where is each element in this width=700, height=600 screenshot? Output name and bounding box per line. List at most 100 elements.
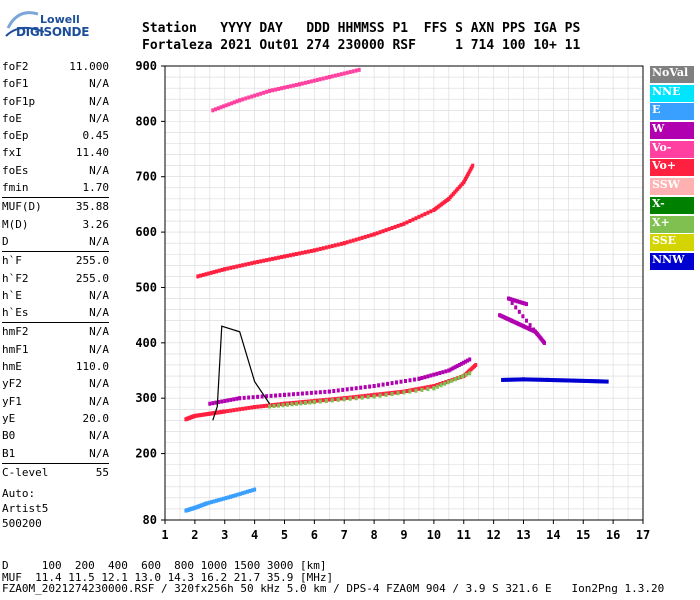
trace-point bbox=[577, 378, 581, 383]
param-value: 20.0 bbox=[82, 411, 110, 425]
footer-file-row: FZA0M_2021274230000.RSF / 320fx256h 50 k… bbox=[2, 582, 665, 595]
trace-point bbox=[236, 492, 240, 497]
trace-point bbox=[277, 86, 281, 91]
trace-point bbox=[503, 377, 507, 382]
trace-point bbox=[207, 500, 211, 505]
trace-point bbox=[285, 84, 289, 89]
param-label: fmin bbox=[2, 181, 29, 195]
trace-point bbox=[321, 76, 325, 81]
trace-point bbox=[393, 224, 397, 229]
trace-point bbox=[529, 377, 533, 382]
trace-point bbox=[459, 361, 463, 366]
trace-point bbox=[241, 97, 245, 102]
trace-point bbox=[543, 377, 547, 382]
trace-point bbox=[566, 378, 570, 383]
trace-point bbox=[312, 78, 316, 83]
trace-point bbox=[309, 248, 313, 253]
trace-point bbox=[366, 234, 370, 239]
trace-point bbox=[315, 77, 319, 82]
param-value: N/A bbox=[89, 288, 109, 302]
trace-point bbox=[363, 385, 367, 390]
trace-point bbox=[575, 378, 579, 383]
trace-point bbox=[446, 380, 450, 385]
param-label: C-level bbox=[2, 465, 49, 479]
trace-point bbox=[439, 383, 443, 388]
param-label: fxI bbox=[2, 146, 22, 160]
param-value: N/A bbox=[89, 111, 109, 125]
legend-item: NNW bbox=[650, 252, 694, 270]
trace-point bbox=[339, 396, 343, 401]
trace-point bbox=[516, 299, 520, 304]
trace-point bbox=[369, 233, 373, 238]
trace-point bbox=[393, 390, 397, 395]
param-row: foE N/A bbox=[2, 110, 109, 127]
trace-point bbox=[354, 396, 358, 401]
trace-point bbox=[402, 390, 406, 395]
trace-point bbox=[303, 250, 307, 255]
trace-point bbox=[560, 378, 564, 383]
y-tick-label: 200 bbox=[135, 447, 157, 461]
trace-point bbox=[348, 396, 352, 401]
trace-point bbox=[219, 497, 223, 502]
trace-point bbox=[536, 377, 540, 382]
trace-point bbox=[339, 241, 343, 246]
trace-point bbox=[308, 400, 312, 405]
trace-point bbox=[287, 392, 291, 397]
trace-point bbox=[408, 219, 412, 224]
trace-point bbox=[369, 393, 373, 398]
x-tick-label: 11 bbox=[457, 528, 471, 542]
trace-point bbox=[265, 403, 269, 408]
trace-point bbox=[226, 398, 230, 403]
param-value: 11.000 bbox=[69, 60, 109, 73]
trace-point bbox=[300, 250, 304, 255]
param-value: N/A bbox=[89, 342, 109, 356]
trace-point bbox=[283, 392, 286, 397]
trace-point bbox=[387, 391, 391, 396]
trace-point bbox=[274, 87, 278, 92]
trace-point bbox=[414, 388, 418, 393]
trace-point bbox=[441, 381, 445, 386]
param-row: fxI 11.40 bbox=[2, 144, 109, 161]
trace-point bbox=[542, 340, 546, 345]
trace-point bbox=[405, 388, 409, 393]
trace-point bbox=[524, 377, 528, 382]
param-row: foF1p N/A bbox=[2, 93, 109, 110]
trace-point bbox=[509, 377, 513, 382]
param-label: yF1 bbox=[2, 394, 22, 408]
trace-point bbox=[515, 377, 519, 382]
trace-point bbox=[226, 266, 230, 271]
trace-point bbox=[291, 252, 295, 257]
trace-point bbox=[314, 390, 318, 395]
param-row: h`F 255.0 bbox=[2, 252, 109, 269]
trace-point bbox=[300, 81, 304, 86]
trace-point bbox=[300, 391, 304, 396]
trace-point bbox=[241, 406, 245, 411]
trace-point bbox=[272, 404, 276, 409]
trace-point bbox=[296, 391, 300, 396]
trace-point bbox=[524, 302, 528, 307]
trace-point bbox=[259, 259, 263, 264]
trace-point bbox=[357, 394, 361, 399]
param-label: foEs bbox=[2, 163, 29, 177]
trace-point bbox=[528, 323, 532, 328]
trace-point bbox=[332, 388, 336, 393]
trace-point bbox=[459, 375, 463, 380]
polarization-legend: NoVal NNE E W Vo- Vo+ SSW X- X+ SSE NNW bbox=[650, 66, 694, 272]
auto-version: 500200 bbox=[2, 517, 42, 530]
trace-point bbox=[297, 82, 301, 87]
param-label: foF1p bbox=[2, 94, 36, 108]
trace-point bbox=[250, 261, 254, 266]
trace-point bbox=[244, 406, 248, 411]
trace-point bbox=[366, 395, 370, 400]
x-tick-label: 6 bbox=[311, 528, 318, 542]
trace-point bbox=[235, 407, 239, 412]
trace-point bbox=[348, 70, 352, 75]
trace-point bbox=[378, 230, 382, 235]
param-label: MUF(D) bbox=[2, 200, 42, 214]
trace-point bbox=[573, 378, 577, 383]
y-tick-label: 600 bbox=[135, 225, 157, 239]
trace-point bbox=[294, 401, 298, 406]
trace-point bbox=[360, 235, 364, 240]
trace-point bbox=[387, 227, 391, 232]
trace-point bbox=[336, 397, 340, 402]
